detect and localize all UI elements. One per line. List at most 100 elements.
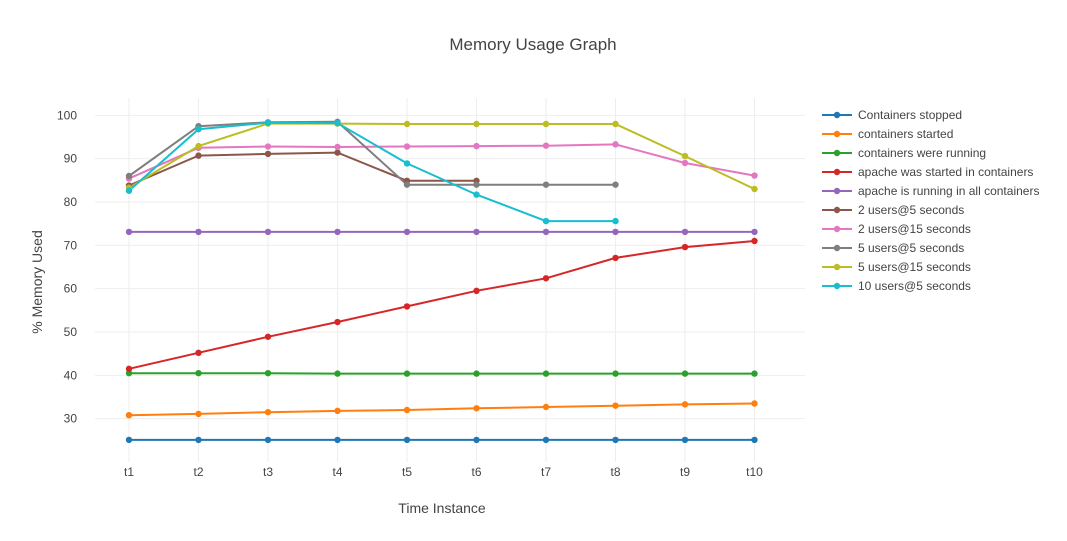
legend-item[interactable]: Containers stopped [822,108,962,122]
data-point [334,370,341,377]
series-lines [128,120,755,441]
data-point [681,370,689,377]
data-point [125,187,133,194]
data-point [751,172,758,179]
x-tick-label: t7 [541,465,551,479]
data-point [334,143,341,151]
data-point [403,370,411,377]
series-line-7 [128,120,616,186]
data-point [751,436,758,444]
data-point [473,370,480,377]
data-point [403,406,411,414]
series-line-3 [128,240,755,370]
data-point [751,228,758,236]
data-point [403,143,411,150]
data-point [195,436,202,444]
data-point [473,120,480,128]
data-point [264,119,272,126]
legend-item[interactable]: 5 users@5 seconds [822,241,964,255]
legend-label: Containers stopped [858,108,962,122]
data-point [403,436,411,444]
legend-label: containers were running [858,146,986,160]
data-point [473,405,480,412]
x-tick-label: t8 [610,465,620,479]
data-point [612,228,619,236]
chart-title: Memory Usage Graph [449,35,616,54]
data-point [612,370,619,377]
data-point [334,119,341,127]
data-point [473,287,480,295]
data-point [334,436,341,444]
legend-label: 10 users@5 seconds [858,279,971,293]
x-tick-label: t2 [193,465,203,479]
data-point [612,141,619,148]
legend-item[interactable]: containers were running [822,146,986,160]
y-tick-label: 50 [64,325,78,339]
grid [95,98,805,462]
data-point [264,143,272,150]
legend-item[interactable]: apache is running in all containers [822,184,1039,198]
legend-item[interactable]: apache was started in containers [822,165,1033,179]
data-point [681,228,689,236]
data-point [473,228,480,236]
data-point [334,228,341,236]
data-point [751,237,758,245]
legend-item[interactable]: 2 users@5 seconds [822,203,964,217]
data-point [334,407,341,415]
data-point [542,120,550,128]
data-point [612,181,619,188]
x-tick-label: t6 [471,465,481,479]
data-point [542,142,550,149]
data-point [334,149,341,156]
data-point [542,181,550,188]
y-axis-title: % Memory Used [29,230,45,333]
data-point [195,349,202,356]
data-point [195,369,202,377]
x-tick-label: t1 [124,465,134,479]
data-point [612,436,619,444]
x-tick-label: t10 [746,465,763,479]
series-points [125,118,758,444]
y-tick-label: 40 [64,368,78,382]
y-tick-label: 80 [64,195,78,209]
data-point [751,185,758,193]
data-point [542,228,550,236]
legend-item[interactable]: 5 users@15 seconds [822,260,971,274]
data-point [264,408,272,416]
legend-label: 2 users@5 seconds [858,203,964,217]
data-point [681,436,689,444]
series-line-6 [128,143,755,180]
data-point [195,126,202,133]
data-point [403,228,411,236]
data-point [542,370,550,377]
data-point [125,365,133,373]
data-point [125,228,133,236]
legend-item[interactable]: 10 users@5 seconds [822,279,971,293]
x-tick-label: t9 [680,465,690,479]
y-tick-label: 30 [64,412,78,426]
legend-label: apache is running in all containers [858,184,1039,198]
data-point [681,243,689,251]
data-point [681,152,689,160]
data-point [473,181,480,188]
data-point [125,436,133,444]
legend-swatch-marker [833,263,841,271]
legend[interactable]: Containers stopped containers started cont… [822,108,1039,293]
legend-item[interactable]: containers started [822,127,953,141]
data-point [195,410,202,418]
data-point [264,333,272,340]
data-point [751,400,758,407]
data-point [195,142,202,150]
legend-swatch-marker [833,168,841,176]
legend-label: containers started [858,127,953,141]
data-point [612,254,619,262]
y-tick-label: 90 [64,152,78,166]
data-point [125,412,133,419]
data-point [264,150,272,158]
legend-item[interactable]: 2 users@15 seconds [822,222,971,236]
data-point [612,402,619,409]
data-point [473,191,480,198]
series-line-5 [128,151,477,187]
data-point [403,303,411,310]
